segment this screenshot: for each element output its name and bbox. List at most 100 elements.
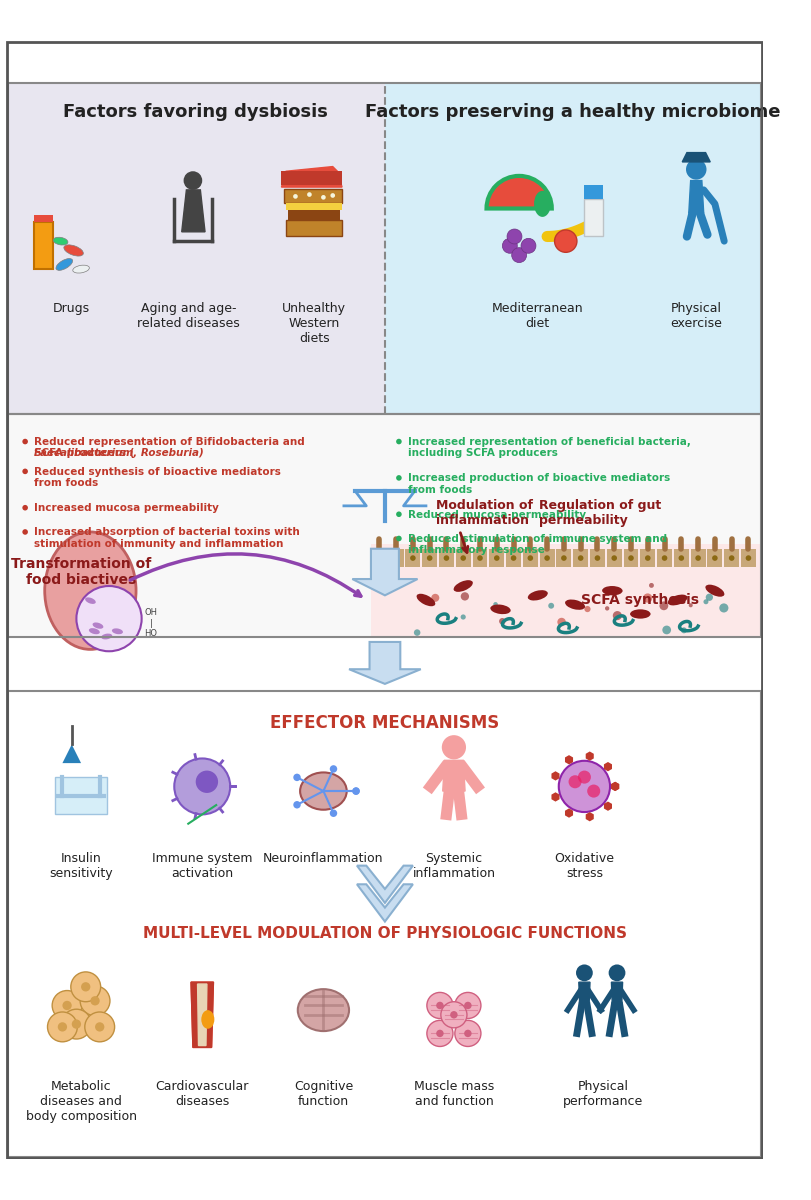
Bar <box>285 220 341 236</box>
Bar <box>8 83 761 414</box>
Ellipse shape <box>88 613 99 618</box>
Bar <box>8 691 761 1157</box>
Ellipse shape <box>667 595 687 605</box>
Bar <box>8 691 761 1157</box>
Circle shape <box>510 556 516 560</box>
Ellipse shape <box>300 773 346 810</box>
Bar <box>388 548 403 568</box>
Circle shape <box>449 1012 457 1019</box>
Bar <box>584 185 603 199</box>
Text: Muscle mass
and function: Muscle mass and function <box>414 1080 493 1108</box>
Circle shape <box>320 196 325 199</box>
Text: Increased representation of beneficial bacteria,
including SCFA producers: Increased representation of beneficial b… <box>408 437 690 458</box>
Bar <box>455 548 470 568</box>
Bar <box>606 548 621 568</box>
Circle shape <box>709 618 714 623</box>
Ellipse shape <box>704 586 724 595</box>
Circle shape <box>474 604 479 610</box>
Text: Reduced representation of Bifidobacteria and
SCFA producers (: Reduced representation of Bifidobacteria… <box>34 437 305 458</box>
Circle shape <box>728 556 734 560</box>
Bar <box>723 548 738 568</box>
Ellipse shape <box>453 581 473 590</box>
Text: Systemic
inflammation: Systemic inflammation <box>412 852 495 880</box>
Circle shape <box>23 439 28 444</box>
Ellipse shape <box>602 586 621 596</box>
Bar <box>439 548 453 568</box>
Ellipse shape <box>45 532 136 649</box>
Ellipse shape <box>490 604 509 614</box>
Text: EFFECTOR MECHANISMS: EFFECTOR MECHANISMS <box>270 714 499 732</box>
Circle shape <box>427 556 432 560</box>
Circle shape <box>352 787 359 794</box>
Ellipse shape <box>415 595 436 605</box>
Circle shape <box>704 625 710 631</box>
Circle shape <box>516 589 525 598</box>
Text: Drugs: Drugs <box>53 301 90 314</box>
Bar <box>285 203 341 210</box>
Ellipse shape <box>298 989 349 1031</box>
Circle shape <box>81 982 90 991</box>
Circle shape <box>23 529 28 535</box>
Ellipse shape <box>64 245 84 256</box>
Circle shape <box>307 192 311 197</box>
Polygon shape <box>578 982 590 1006</box>
Circle shape <box>493 556 499 560</box>
Ellipse shape <box>201 1010 214 1028</box>
Bar <box>284 188 341 203</box>
Text: Reduced synthesis of bioactive mediators
from foods: Reduced synthesis of bioactive mediators… <box>34 467 281 488</box>
Circle shape <box>665 599 669 602</box>
Polygon shape <box>191 982 213 1048</box>
Polygon shape <box>281 167 341 187</box>
Circle shape <box>80 986 109 1015</box>
Circle shape <box>744 556 750 560</box>
Text: Unhealthy
Western
diets: Unhealthy Western diets <box>281 301 345 344</box>
Circle shape <box>644 556 650 560</box>
Circle shape <box>52 990 82 1020</box>
Circle shape <box>329 810 337 817</box>
Circle shape <box>661 556 667 560</box>
Polygon shape <box>197 984 207 1045</box>
Circle shape <box>646 595 654 602</box>
Circle shape <box>330 193 335 198</box>
Circle shape <box>586 628 594 635</box>
Bar <box>8 83 384 414</box>
Bar <box>405 548 420 568</box>
Circle shape <box>506 229 521 244</box>
Circle shape <box>293 774 300 781</box>
Circle shape <box>376 556 382 560</box>
Text: Factors preserving a healthy microbiome: Factors preserving a healthy microbiome <box>365 103 780 121</box>
Circle shape <box>84 1012 114 1042</box>
Circle shape <box>586 785 599 798</box>
Circle shape <box>443 556 448 560</box>
Circle shape <box>454 992 480 1019</box>
Text: Regulation of gut
permeability: Regulation of gut permeability <box>538 499 660 527</box>
Ellipse shape <box>558 761 609 812</box>
Bar <box>8 414 761 637</box>
Circle shape <box>511 247 526 263</box>
Bar <box>281 172 341 185</box>
Circle shape <box>527 556 533 560</box>
Circle shape <box>586 624 594 632</box>
Polygon shape <box>357 884 412 922</box>
Text: Factors favoring dysbiosis: Factors favoring dysbiosis <box>63 103 328 121</box>
Circle shape <box>560 556 566 560</box>
Circle shape <box>458 626 465 632</box>
Circle shape <box>445 628 449 632</box>
Circle shape <box>577 770 590 784</box>
Text: SCFA synthesis: SCFA synthesis <box>581 593 698 607</box>
Text: Modulation of
inflammation: Modulation of inflammation <box>436 499 533 527</box>
Bar <box>371 544 761 637</box>
Polygon shape <box>688 180 703 214</box>
Text: Increased mucosa permeability: Increased mucosa permeability <box>34 503 219 514</box>
Circle shape <box>436 1030 443 1037</box>
Text: Insulin
sensitivity: Insulin sensitivity <box>49 852 113 880</box>
Text: MULTI-LEVEL MODULATION OF PHYSIOLOGIC FUNCTIONS: MULTI-LEVEL MODULATION OF PHYSIOLOGIC FU… <box>143 926 626 941</box>
Circle shape <box>440 1002 466 1028</box>
Circle shape <box>62 1001 71 1010</box>
Circle shape <box>410 556 415 560</box>
Circle shape <box>427 1020 453 1046</box>
Text: Mediterranean
diet: Mediterranean diet <box>491 301 583 330</box>
Bar <box>384 83 761 414</box>
Circle shape <box>575 965 592 982</box>
Circle shape <box>460 556 466 560</box>
